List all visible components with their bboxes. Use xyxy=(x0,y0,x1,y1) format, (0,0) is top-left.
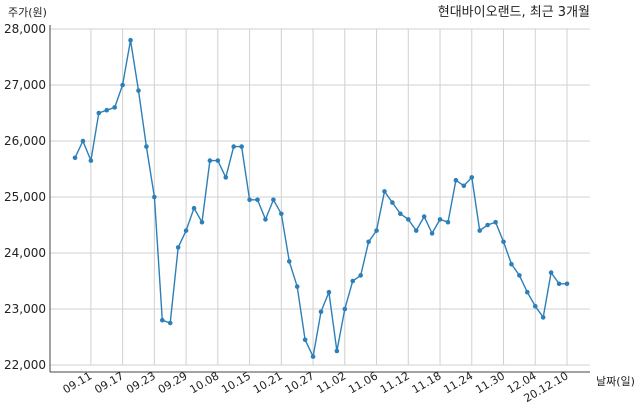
data-point xyxy=(318,309,324,315)
data-point xyxy=(421,214,427,219)
x-tick-label: 11.30 xyxy=(473,369,507,396)
data-point xyxy=(136,88,141,93)
data-point xyxy=(429,231,435,236)
data-point xyxy=(215,158,221,163)
data-point xyxy=(294,284,300,289)
x-tick-label: 11.02 xyxy=(315,369,349,396)
x-tick-label: 09.11 xyxy=(61,369,95,396)
data-point xyxy=(263,217,268,222)
x-tick-label: 10.27 xyxy=(283,369,317,396)
data-point xyxy=(128,37,133,43)
y-tick-label: 22,000 xyxy=(4,358,46,372)
data-point xyxy=(382,189,387,194)
data-point xyxy=(390,200,395,205)
x-tick-labels: 09.1109.1709.2309.2910.0810.1510.2110.27… xyxy=(61,369,571,405)
data-point xyxy=(310,354,316,359)
data-point xyxy=(80,138,86,144)
y-tick-label: 28,000 xyxy=(4,22,46,36)
data-point xyxy=(374,228,379,233)
data-point xyxy=(493,219,498,225)
data-point xyxy=(286,259,292,264)
data-point xyxy=(358,273,363,278)
y-tick-labels: 22,000 23,000 24,000 25,000 26,000 27,000 28,0… xyxy=(4,22,46,372)
data-point xyxy=(191,205,197,211)
data-point xyxy=(532,303,538,309)
data-point xyxy=(326,289,332,295)
y-tick-label: 24,000 xyxy=(4,246,46,260)
data-point xyxy=(175,245,181,250)
x-tick-label: 11.06 xyxy=(346,369,380,396)
data-point xyxy=(548,270,554,275)
data-point xyxy=(413,228,419,233)
data-point xyxy=(159,317,165,323)
data-point xyxy=(271,197,276,203)
data-point xyxy=(556,281,562,287)
data-point xyxy=(207,158,213,163)
data-point xyxy=(485,222,490,228)
y-tick-label: 27,000 xyxy=(4,78,46,92)
data-point xyxy=(342,306,348,312)
data-point xyxy=(167,320,173,326)
data-point xyxy=(469,175,475,180)
data-point xyxy=(120,82,125,88)
y-tick-label: 26,000 xyxy=(4,134,46,148)
y-tick-label: 25,000 xyxy=(4,190,46,204)
chart-title: 현대바이오랜드, 최근 3개월 xyxy=(438,5,590,20)
y-axis-label: 주가(원) xyxy=(8,6,47,19)
data-point xyxy=(540,315,546,320)
x-tick-label: 10.15 xyxy=(219,369,253,396)
x-tick-label: 10.08 xyxy=(188,369,222,396)
data-point xyxy=(247,197,252,203)
data-point xyxy=(350,278,356,284)
data-point xyxy=(445,219,451,225)
x-tick-label: 09.29 xyxy=(156,369,190,396)
data-point xyxy=(366,239,371,245)
x-tick-label: 09.23 xyxy=(124,369,158,396)
data-point xyxy=(231,144,237,149)
x-tick-label: 11.18 xyxy=(410,369,444,396)
x-axis-label: 날짜(일) xyxy=(596,374,635,388)
data-point xyxy=(564,281,570,287)
x-tick-label: 10.21 xyxy=(251,369,285,396)
data-point xyxy=(453,177,459,183)
axes xyxy=(49,25,590,373)
data-point xyxy=(223,175,229,180)
data-point xyxy=(501,239,506,245)
data-point xyxy=(96,110,102,116)
data-point xyxy=(405,217,411,222)
data-point xyxy=(239,144,244,149)
x-tick-label: 11.24 xyxy=(441,369,475,396)
y-tick-label: 23,000 xyxy=(4,302,46,316)
data-point xyxy=(152,194,157,200)
data-point xyxy=(302,337,308,343)
data-point xyxy=(509,261,514,267)
series-group xyxy=(72,37,570,359)
data-point xyxy=(199,219,205,225)
data-point xyxy=(517,273,522,278)
data-point xyxy=(334,348,340,354)
data-point xyxy=(88,158,94,163)
data-point xyxy=(477,228,483,233)
data-point xyxy=(183,228,189,233)
x-tick-label: 09.17 xyxy=(92,369,126,396)
data-point xyxy=(398,211,403,217)
data-point xyxy=(112,105,117,110)
x-tick-label: 11.12 xyxy=(378,369,412,396)
data-point xyxy=(255,197,260,203)
data-point xyxy=(525,289,530,295)
data-point xyxy=(279,211,284,217)
data-point xyxy=(144,144,149,149)
data-point xyxy=(461,183,467,189)
data-point xyxy=(104,107,110,113)
data-point xyxy=(72,155,78,161)
data-point xyxy=(437,217,443,222)
